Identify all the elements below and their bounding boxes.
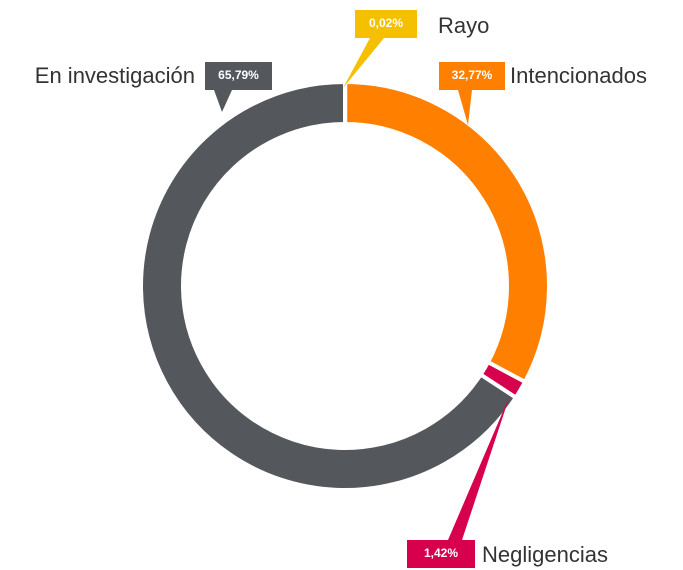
value-label-box (407, 540, 475, 568)
donut-segment (139, 79, 519, 492)
category-label: Intencionados (510, 63, 647, 88)
value-label-box (439, 62, 505, 90)
callout-pointer (448, 395, 510, 540)
category-label: En investigación (35, 63, 195, 88)
value-label-box (355, 10, 417, 38)
callout-pointer (458, 90, 472, 125)
category-label: Rayo (438, 13, 489, 38)
category-label: Negligencias (482, 542, 608, 567)
donut-segment (343, 79, 551, 385)
value-label: 0,02% (369, 16, 403, 30)
value-label-box (205, 62, 272, 90)
value-label: 32,77% (452, 68, 493, 82)
value-label: 65,79% (218, 68, 259, 82)
callout-pointer (214, 90, 232, 112)
callout-pointer (343, 38, 384, 88)
value-label: 1,42% (424, 546, 458, 560)
